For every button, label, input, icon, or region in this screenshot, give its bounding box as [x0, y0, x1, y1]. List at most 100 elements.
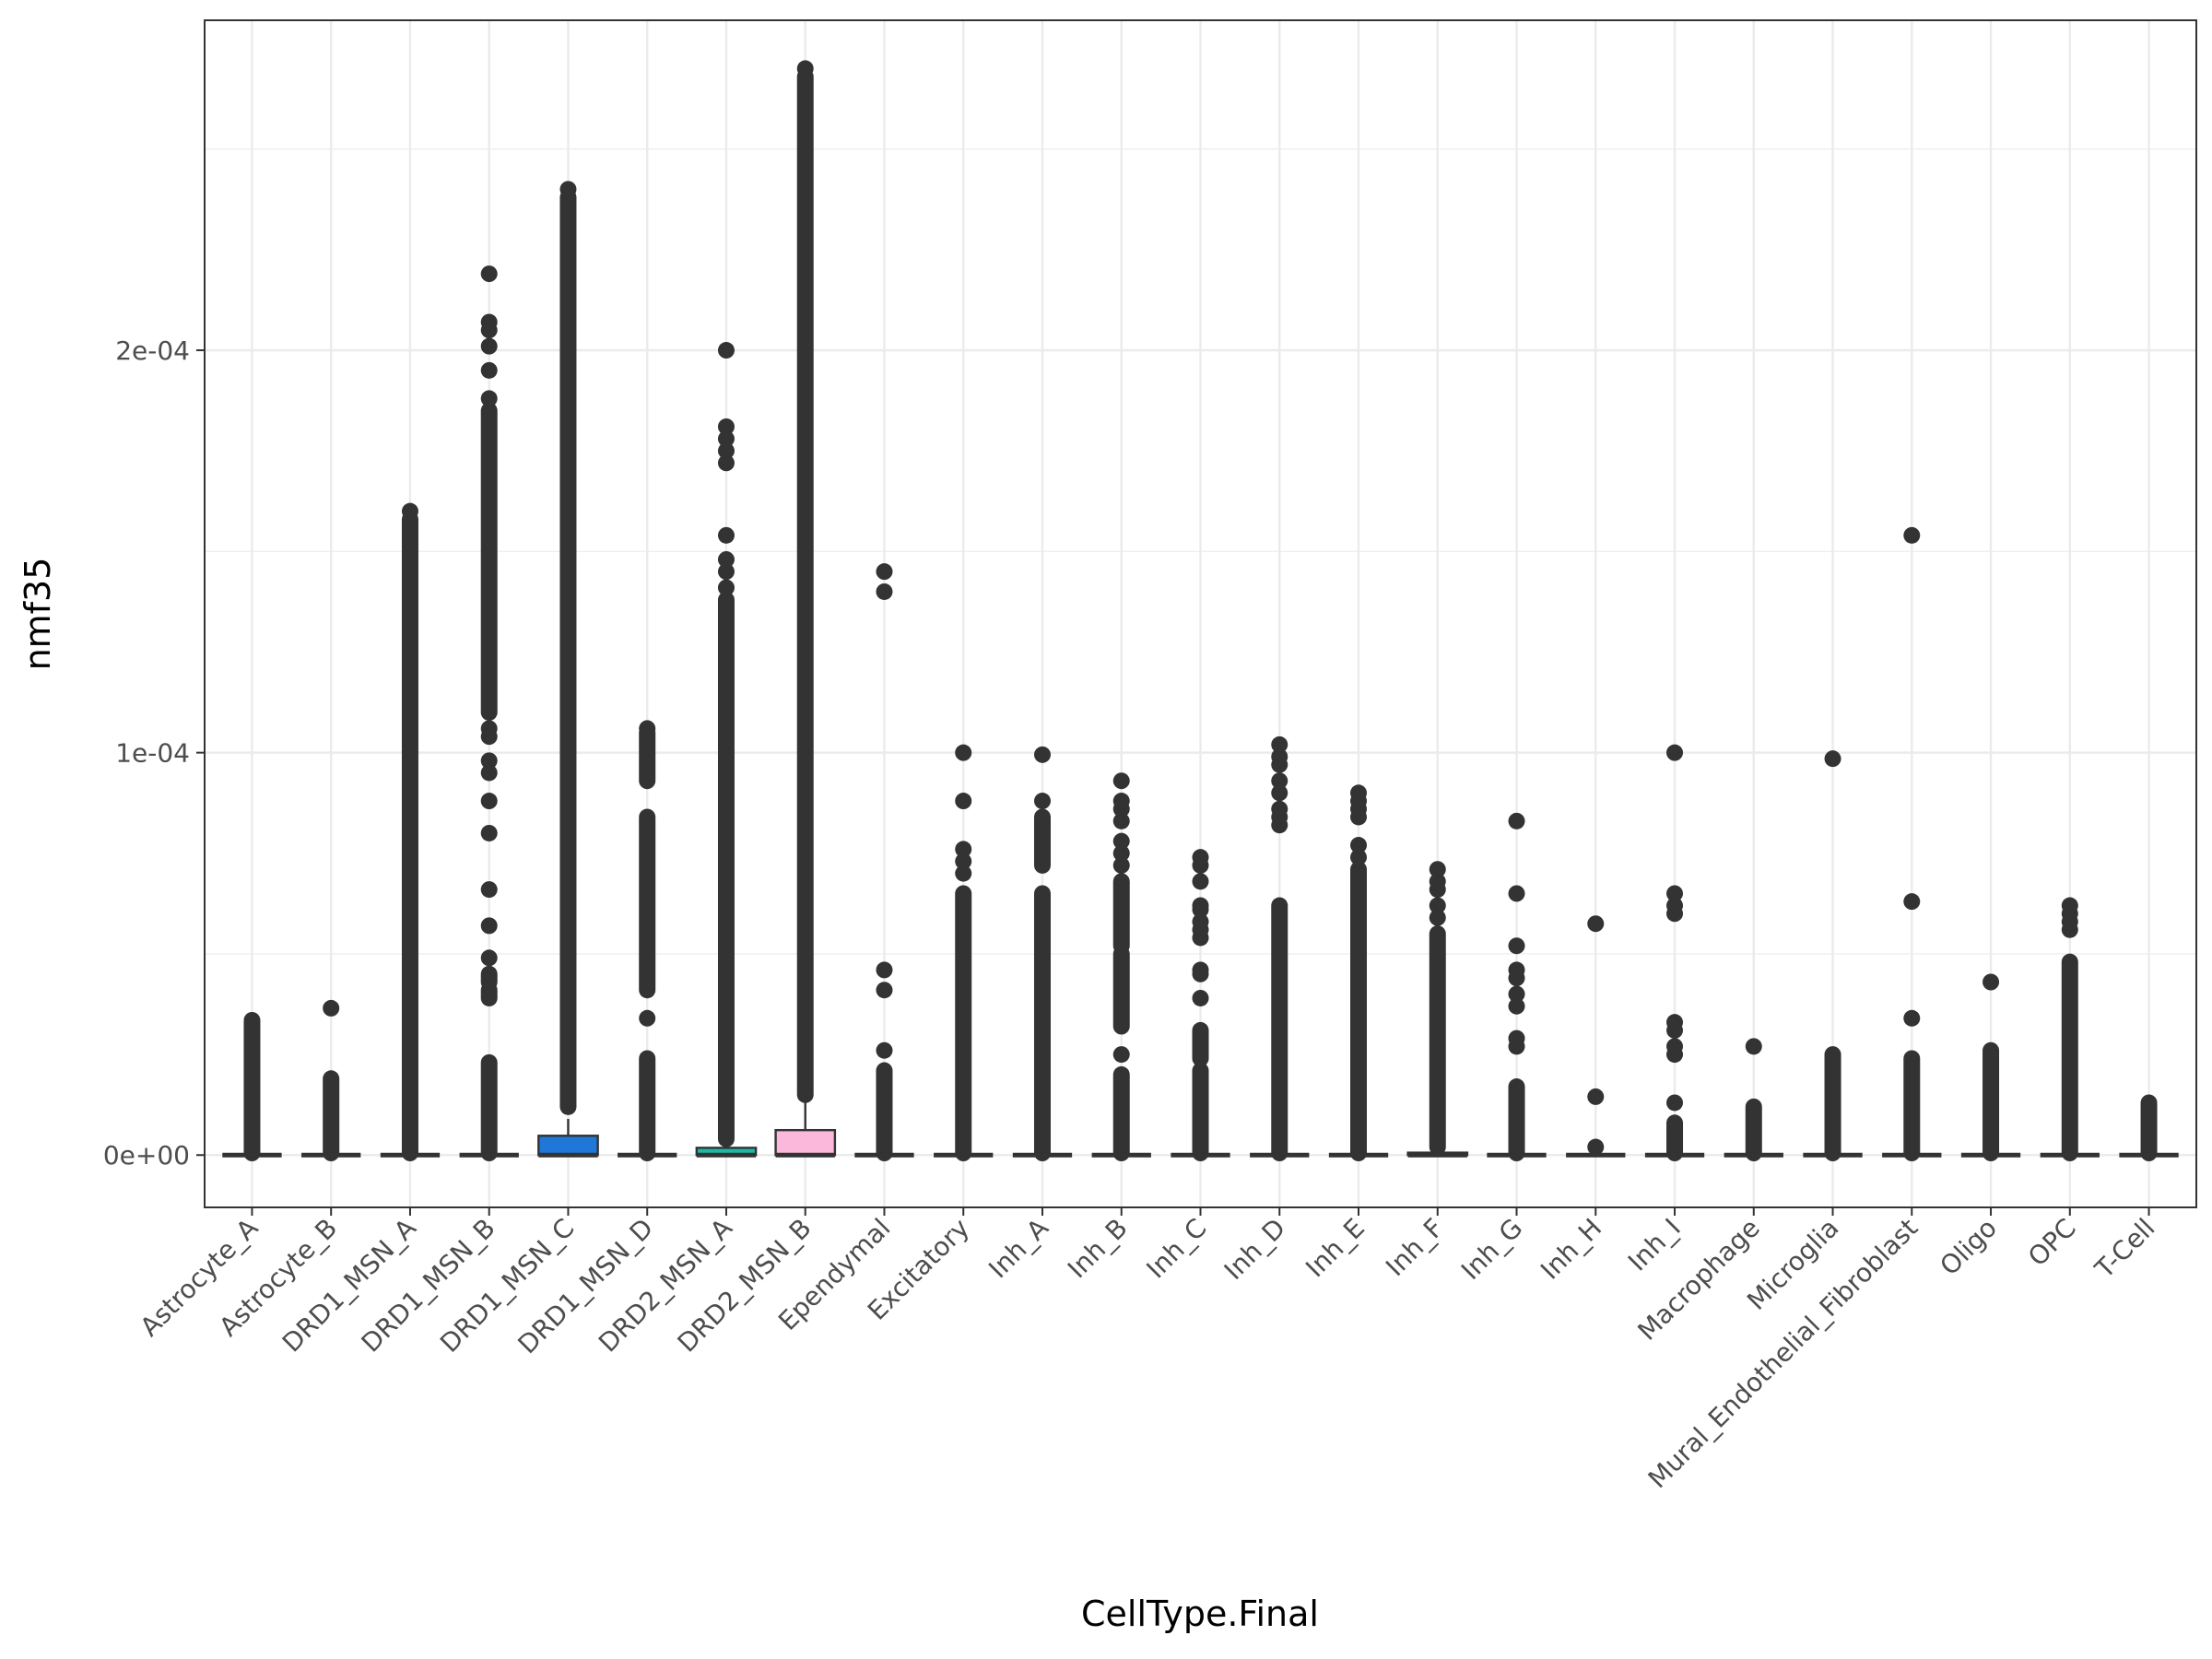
outlier-point	[1508, 1030, 1525, 1047]
outlier-cluster	[1666, 1114, 1684, 1162]
outlier-cluster	[480, 965, 498, 991]
box-group	[854, 563, 914, 1162]
outlier-point	[955, 841, 972, 858]
box-group	[1171, 849, 1230, 1162]
box-group	[1803, 750, 1863, 1162]
box-group	[1328, 784, 1389, 1162]
data-layer	[222, 60, 2179, 1162]
outlier-point	[1666, 885, 1684, 902]
outlier-point	[717, 342, 735, 359]
box-group	[222, 1011, 282, 1162]
box-group	[1012, 746, 1073, 1162]
outlier-cluster	[2140, 1094, 2158, 1162]
outlier-point	[1824, 750, 1841, 768]
box-group	[2040, 897, 2100, 1162]
outlier-cluster	[639, 808, 656, 999]
outlier-cluster	[1033, 808, 1051, 874]
outlier-point	[1983, 973, 2000, 991]
outlier-point	[1112, 1046, 1130, 1064]
outlier-point	[1271, 784, 1288, 802]
outlier-point	[480, 793, 498, 810]
outlier-point	[1508, 985, 1525, 1003]
outlier-cluster	[1112, 945, 1130, 1035]
box-group	[1487, 812, 1547, 1162]
outlier-point	[480, 728, 498, 746]
box-group	[695, 342, 758, 1158]
x-axis-title: CellType.Final	[1081, 1594, 1319, 1634]
outlier-point	[876, 582, 893, 600]
outlier-point	[480, 752, 498, 770]
outlier-point	[480, 917, 498, 935]
outlier-point	[1112, 832, 1130, 850]
outlier-point	[480, 265, 498, 283]
box-group	[380, 502, 441, 1162]
outlier-cluster	[1112, 873, 1130, 955]
y-tick-label: 1e-04	[115, 738, 190, 769]
outlier-point	[1192, 913, 1209, 931]
outlier-cluster	[639, 724, 656, 790]
outlier-point	[1508, 997, 1525, 1015]
outlier-point	[876, 961, 893, 979]
outlier-cluster	[1033, 885, 1051, 1162]
box-group	[1724, 1038, 1783, 1162]
box-group	[537, 181, 599, 1158]
outlier-point	[1745, 1038, 1762, 1055]
outlier-point	[717, 430, 735, 448]
outlier-point	[876, 563, 893, 581]
outlier-point	[1271, 735, 1288, 753]
box-group	[459, 265, 519, 1162]
outlier-point	[1192, 897, 1209, 914]
outlier-cluster	[1824, 1046, 1841, 1162]
outlier-point	[717, 454, 735, 472]
outlier-cluster	[480, 402, 498, 721]
outlier-cluster	[1745, 1098, 1762, 1162]
outlier-point	[1429, 873, 1446, 890]
outlier-point	[717, 551, 735, 569]
outlier-point	[1350, 849, 1368, 866]
outlier-point	[876, 1041, 893, 1059]
outlier-point	[1192, 989, 1209, 1006]
box-body	[537, 1135, 599, 1157]
outlier-cluster	[559, 189, 577, 1115]
outlier-cluster	[876, 1062, 893, 1162]
outlier-point	[1508, 812, 1525, 830]
outlier-point	[559, 181, 577, 198]
outlier-point	[1112, 812, 1130, 830]
outlier-cluster	[243, 1014, 261, 1162]
outlier-point	[243, 1011, 261, 1029]
outlier-point	[955, 853, 972, 870]
outlier-point	[480, 764, 498, 782]
outlier-point	[1271, 800, 1288, 818]
outlier-cluster	[955, 885, 972, 1162]
outlier-point	[876, 982, 893, 999]
y-axis-title: nmf35	[18, 558, 58, 671]
outlier-point	[1903, 526, 1921, 544]
box-group	[774, 60, 837, 1158]
y-tick-label: 2e-04	[115, 335, 190, 366]
box-body	[774, 1128, 837, 1157]
outlier-cluster	[1429, 925, 1446, 1156]
outlier-cluster	[1192, 1021, 1209, 1067]
outlier-point	[1508, 885, 1525, 902]
box-group	[618, 720, 677, 1162]
outlier-cluster	[796, 68, 814, 1103]
outlier-point	[480, 313, 498, 331]
outlier-point	[2061, 897, 2078, 914]
outlier-point	[1271, 747, 1288, 765]
outlier-point	[480, 361, 498, 379]
outlier-point	[639, 1009, 656, 1027]
box-group	[1882, 526, 1942, 1162]
box-group	[301, 999, 361, 1162]
outlier-point	[1666, 1038, 1684, 1055]
outlier-point	[401, 502, 418, 520]
outlier-point	[1192, 961, 1209, 979]
outlier-cluster	[639, 1050, 656, 1162]
outlier-cluster	[480, 1053, 498, 1162]
box-group	[1406, 861, 1469, 1158]
outlier-point	[1033, 793, 1051, 810]
outlier-cluster	[1903, 1050, 1921, 1162]
outlier-point	[480, 390, 498, 407]
outlier-point	[1903, 893, 1921, 911]
outlier-point	[480, 337, 498, 355]
